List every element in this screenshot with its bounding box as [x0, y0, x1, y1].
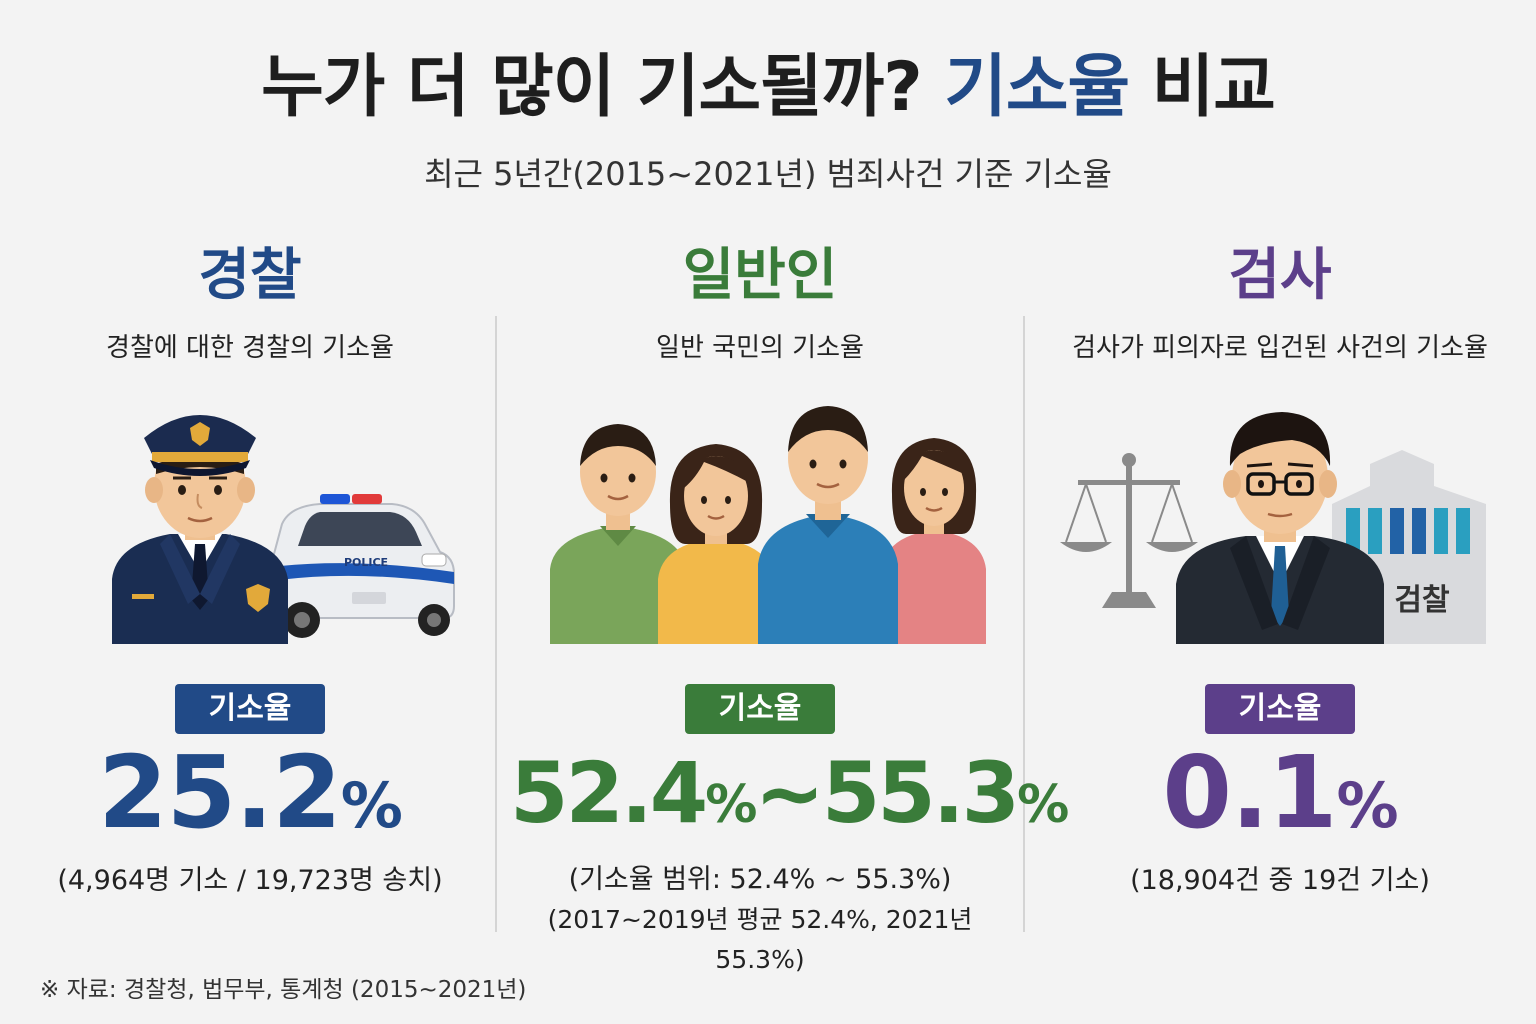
prosecutor-rate-badge: 기소율 [1204, 684, 1356, 734]
police-car-icon: POLICE [269, 494, 455, 638]
public-desc: 일반 국민의 기소율 [656, 333, 864, 363]
police-rate-value: 25.2 [98, 734, 342, 851]
title-main: 누가 더 많이 기소될까? [261, 48, 923, 127]
prosecutor-rate: 0.1% [1040, 738, 1520, 861]
public-note-detail: (2017~2019년 평균 52.4%, 2021년 55.3%) [547, 905, 973, 974]
building-label: 검찰 [1394, 583, 1450, 618]
title-highlight: 기소율 [944, 48, 1130, 127]
column-police: 경찰 경찰에 대한 경찰의 기소율 POLICE [20, 230, 480, 950]
divider-left [495, 316, 497, 932]
people-group-icon [530, 394, 990, 644]
police-rate-unit: % [340, 769, 403, 842]
public-rate-sep: ~ [754, 744, 824, 842]
page-subtitle: 최근 5년간(2015~2021년) 범죄사건 기준 기소율 [424, 155, 1112, 193]
prosecutor-rate-unit: % [1336, 769, 1399, 842]
public-rate: 52.4%~55.3% [510, 738, 1069, 860]
public-rate-unit-from: % [705, 775, 757, 835]
public-rate-badge: 기소율 [684, 684, 836, 734]
public-rate-unit-to: % [1017, 775, 1069, 835]
police-rate: 25.2% [20, 738, 480, 861]
prosecutor-note: (18,904건 중 19건 기소) [1130, 865, 1430, 896]
divider-right [1023, 316, 1025, 932]
column-public: 일반인 일반 국민의 기소율 [510, 230, 1069, 974]
public-title: 일반인 [682, 243, 838, 308]
scales-of-justice-icon [1060, 453, 1198, 608]
prosecutor-desc: 검사가 피의자로 입건된 사건의 기소율 [1072, 333, 1488, 363]
police-officer-icon [112, 415, 288, 644]
prosecutor-icon [1176, 412, 1384, 644]
police-car-label: POLICE [344, 556, 388, 569]
police-rate-badge: 기소율 [174, 684, 326, 734]
prosecutor-title: 검사 [1228, 243, 1332, 308]
public-rate-from: 52.4 [510, 744, 708, 842]
public-note-range: (기소율 범위: 52.4% ~ 55.3%) [568, 864, 952, 895]
page-title: 누가 더 많이 기소될까? 기소율 비교 [0, 46, 1536, 130]
title-suffix: 비교 [1151, 48, 1276, 127]
source-note: ※ 자료: 경찰청, 법무부, 통계청 (2015~2021년) [40, 977, 527, 1003]
public-rate-to: 55.3 [821, 744, 1020, 842]
police-note: (4,964명 기소 / 19,723명 송치) [57, 865, 443, 896]
prosecutor-illustration: 검찰 [1050, 394, 1510, 644]
police-title: 경찰 [198, 243, 302, 308]
police-desc: 경찰에 대한 경찰의 기소율 [106, 333, 394, 363]
column-prosecutor: 검사 검사가 피의자로 입건된 사건의 기소율 검찰 [1040, 230, 1520, 950]
police-illustration: POLICE [20, 394, 480, 644]
prosecutor-rate-value: 0.1 [1162, 734, 1337, 851]
